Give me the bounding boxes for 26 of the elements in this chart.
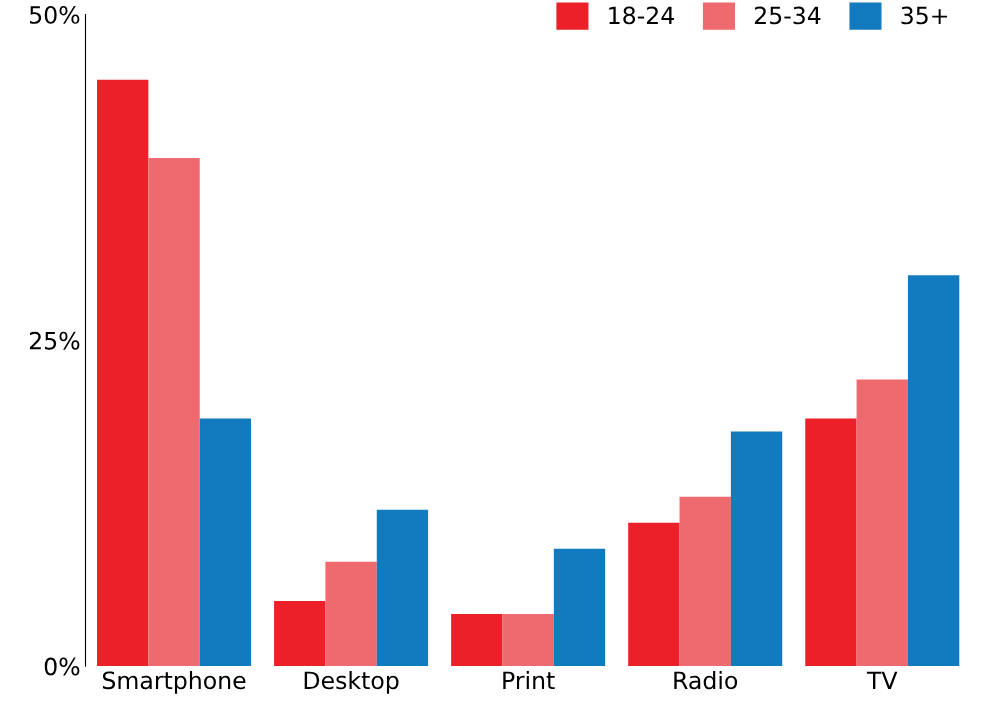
- x-tick-label: Desktop: [304, 670, 399, 694]
- y-tick-label: 25%: [29, 331, 80, 350]
- bar: [325, 561, 377, 667]
- bar: [451, 614, 503, 667]
- x-tick-label: Print: [503, 670, 555, 689]
- bar: [274, 600, 326, 667]
- x-tick-label: Radio: [674, 670, 738, 690]
- bar: [730, 431, 783, 667]
- bar: [856, 379, 908, 667]
- x-tick-label: Smartphone: [102, 670, 246, 694]
- bar: [805, 418, 857, 667]
- bar: [199, 418, 252, 667]
- y-tick-label: 0%: [44, 657, 80, 676]
- bar: [502, 614, 554, 667]
- bar: [148, 157, 200, 667]
- bar: [97, 79, 149, 667]
- bar: [553, 548, 606, 667]
- legend-label: 35+: [901, 6, 948, 25]
- legend-label: 18-24: [609, 6, 674, 25]
- legend-label: 25-34: [754, 6, 821, 25]
- y-tick-label: 50%: [29, 6, 80, 24]
- bar: [628, 522, 680, 667]
- bar: [907, 275, 960, 667]
- bar: [376, 509, 429, 667]
- bar: [679, 496, 731, 667]
- x-tick-label: TV: [866, 671, 898, 689]
